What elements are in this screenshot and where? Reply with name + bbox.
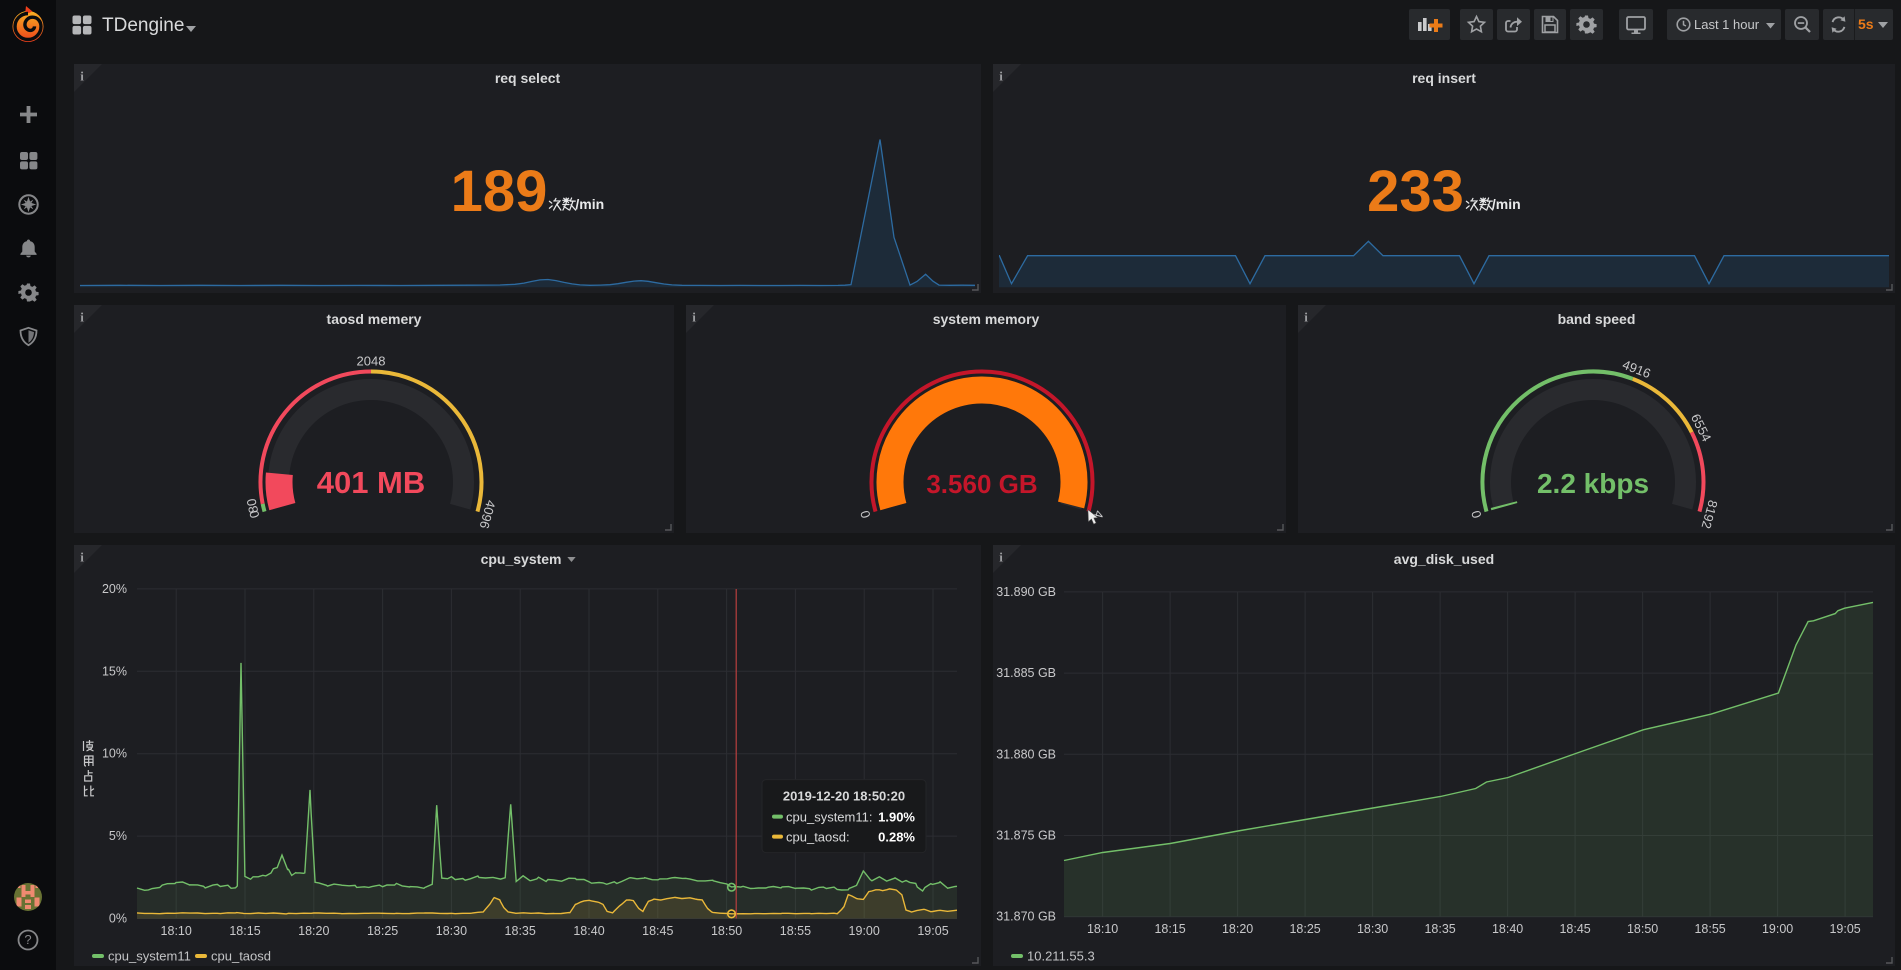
svg-text:10%: 10%	[102, 747, 127, 761]
svg-text:18:40: 18:40	[1492, 922, 1523, 936]
svg-text:80: 80	[244, 497, 262, 514]
svg-text:i: i	[692, 310, 696, 325]
svg-text:4096: 4096	[477, 498, 499, 530]
svg-text:18:25: 18:25	[367, 924, 398, 938]
svg-text:19:00: 19:00	[849, 924, 880, 938]
svg-text:19:05: 19:05	[917, 924, 948, 938]
svg-text:31.880 GB: 31.880 GB	[996, 747, 1056, 761]
svg-text:18:10: 18:10	[161, 924, 192, 938]
svg-text:18:10: 18:10	[1087, 922, 1118, 936]
svg-text:1.90%: 1.90%	[878, 810, 915, 825]
svg-text:4: 4	[1090, 509, 1106, 520]
svg-text:18:35: 18:35	[505, 924, 536, 938]
svg-text:i: i	[999, 550, 1003, 565]
svg-text:5%: 5%	[109, 829, 127, 843]
svg-text:18:15: 18:15	[229, 924, 260, 938]
svg-text:31.885 GB: 31.885 GB	[996, 666, 1056, 680]
svg-text:18:45: 18:45	[642, 924, 673, 938]
svg-text:18:35: 18:35	[1424, 922, 1455, 936]
svg-text:31.890 GB: 31.890 GB	[996, 585, 1056, 599]
svg-text:3.560 GB: 3.560 GB	[926, 469, 1037, 499]
svg-text:18:15: 18:15	[1154, 922, 1185, 936]
svg-text:0: 0	[246, 509, 262, 520]
svg-text:2019-12-20 18:50:20: 2019-12-20 18:50:20	[783, 789, 905, 804]
svg-text:0: 0	[857, 509, 873, 520]
svg-text:i: i	[999, 69, 1003, 84]
svg-text:18:20: 18:20	[298, 924, 329, 938]
svg-text:i: i	[80, 550, 84, 565]
svg-text:15%: 15%	[102, 664, 127, 678]
svg-text:20%: 20%	[102, 582, 127, 596]
svg-text:18:55: 18:55	[780, 924, 811, 938]
svg-text:i: i	[1304, 310, 1308, 325]
svg-text:2.2 kbps: 2.2 kbps	[1537, 468, 1649, 499]
svg-text:?: ?	[24, 932, 31, 947]
svg-text:cpu_system11:: cpu_system11:	[786, 810, 872, 825]
svg-text:0: 0	[1468, 509, 1484, 520]
svg-text:10.211.55.3: 10.211.55.3	[1027, 949, 1095, 964]
svg-text:i: i	[80, 310, 84, 325]
svg-text:8192: 8192	[1699, 498, 1721, 530]
svg-text:18:40: 18:40	[573, 924, 604, 938]
svg-text:19:05: 19:05	[1829, 922, 1860, 936]
svg-text:cpu_taosd: cpu_taosd	[211, 949, 271, 964]
svg-text:6554: 6554	[1688, 411, 1714, 444]
svg-text:cpu_taosd:: cpu_taosd:	[786, 830, 850, 845]
svg-text:18:25: 18:25	[1289, 922, 1320, 936]
svg-text:19:00: 19:00	[1762, 922, 1793, 936]
svg-text:18:50: 18:50	[711, 924, 742, 938]
svg-text:31.870 GB: 31.870 GB	[996, 910, 1056, 924]
svg-text:18:55: 18:55	[1694, 922, 1725, 936]
svg-text:2048: 2048	[357, 353, 386, 368]
svg-text:0%: 0%	[109, 912, 127, 926]
svg-text:18:50: 18:50	[1627, 922, 1658, 936]
svg-text:18:45: 18:45	[1559, 922, 1590, 936]
svg-text:18:30: 18:30	[436, 924, 467, 938]
svg-text:401 MB: 401 MB	[317, 465, 426, 500]
svg-text:i: i	[80, 69, 84, 84]
svg-text:31.875 GB: 31.875 GB	[996, 829, 1056, 843]
svg-text:18:30: 18:30	[1357, 922, 1388, 936]
svg-text:cpu_system11: cpu_system11	[108, 949, 191, 964]
svg-text:18:20: 18:20	[1222, 922, 1253, 936]
svg-text:0.28%: 0.28%	[878, 830, 915, 845]
